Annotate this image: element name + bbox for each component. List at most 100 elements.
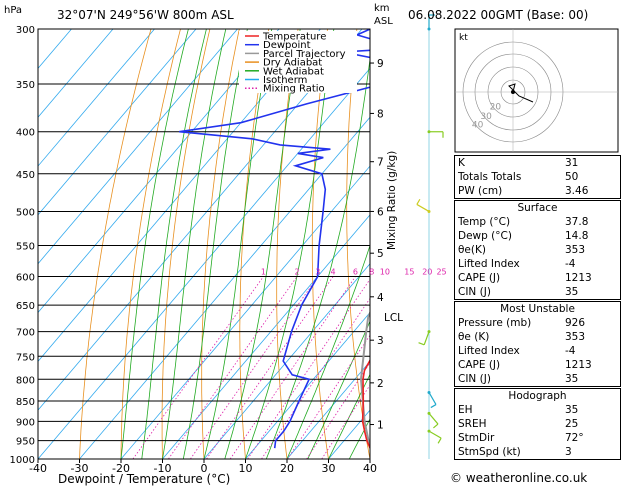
unstable-value: 353 — [565, 331, 586, 343]
unstable-label: Lifted Index — [458, 345, 520, 357]
x-tick-label: 40 — [363, 462, 377, 475]
pressure-tick-label: 700 — [16, 328, 35, 339]
wet-adiabat-line — [120, 29, 189, 459]
stability-table: K 31 Totals Totals 50 PW (cm) 3.46 — [454, 155, 621, 199]
copyright: © weatheronline.co.uk — [450, 471, 588, 485]
km-tick-label: 5 — [377, 248, 384, 260]
hodo-row: SREH 25 — [455, 417, 621, 431]
hodo-value: 25 — [565, 418, 579, 430]
temperature-line — [361, 358, 370, 449]
unstable-label: Pressure (mb) — [458, 317, 532, 329]
pressure-tick-label: 900 — [16, 417, 35, 428]
pressure-tick-label: 600 — [16, 273, 35, 284]
dewpoint-line — [179, 29, 370, 449]
pressure-tick-label: 450 — [16, 170, 35, 181]
surface-row: CIN (J) 35 — [455, 285, 621, 300]
pressure-tick-label: 950 — [16, 437, 35, 448]
pressure-tick-label: 300 — [16, 25, 35, 36]
isotherm-line — [38, 29, 363, 411]
isotherm-line — [38, 29, 238, 265]
wind-barb-dot — [427, 130, 431, 134]
hodograph-ring-label: 20 — [490, 103, 502, 113]
most-unstable-table: Most Unstable Pressure (mb) 926 θe (K) 353 L… — [454, 301, 621, 387]
km-tick-label: 3 — [377, 335, 384, 347]
surface-value: 35 — [565, 286, 579, 298]
hodo-label: StmSpd (kt) — [458, 446, 521, 458]
surface-row: θe(K) 353 — [455, 243, 621, 257]
mixing-ratio-label: 25 — [436, 268, 446, 277]
index-label: Totals Totals — [458, 171, 522, 183]
dry-adiabat-line — [79, 29, 152, 459]
km-tick-label: 7 — [377, 157, 384, 169]
legend-label: Mixing Ratio — [263, 84, 325, 95]
mixing-ratio-label: 20 — [422, 268, 432, 277]
wind-barb-dot — [427, 429, 431, 433]
hodograph-frame — [454, 28, 619, 153]
mixing-ratio-label: 3 — [315, 268, 320, 277]
unstable-row: Lifted Index -4 — [455, 344, 621, 358]
pressure-tick-label: 500 — [16, 207, 35, 218]
index-row: PW (cm) 3.46 — [455, 184, 621, 199]
x-tick-label: 20 — [280, 462, 294, 475]
index-row: K 31 — [455, 156, 621, 171]
mixing-ratio-line — [247, 278, 370, 459]
unstable-label: CAPE (J) — [458, 359, 501, 371]
isotherm-line — [120, 165, 370, 459]
surface-label: CAPE (J) — [458, 272, 501, 284]
parcel-trajectory-line — [359, 310, 370, 449]
isotherm-line — [38, 29, 114, 118]
unstable-value: 1213 — [565, 359, 592, 371]
wet-adiabat-line — [307, 320, 370, 459]
dry-adiabat-line — [346, 29, 370, 459]
surface-label: Temp (°C) — [458, 216, 511, 228]
wind-barb-dot — [427, 390, 431, 394]
mixing-ratio-line — [321, 384, 370, 459]
wind-barb-staff — [423, 331, 430, 345]
surface-label: θe(K) — [458, 244, 486, 256]
km-tick-label: 6 — [377, 206, 384, 218]
surface-row: Dewp (°C) 14.8 — [455, 229, 621, 243]
index-value: 50 — [565, 171, 579, 183]
wind-barb-dot — [427, 330, 431, 334]
datetime-title: 06.08.2022 00GMT (Base: 00) — [408, 8, 589, 22]
most-unstable-title: Most Unstable — [500, 303, 575, 315]
unstable-label: θe (K) — [458, 331, 490, 343]
surface-row: Temp (°C) 37.8 — [455, 215, 621, 229]
unstable-value: -4 — [565, 345, 576, 357]
isotherm-line — [38, 29, 197, 216]
surface-label: Lifted Index — [458, 258, 520, 270]
surface-value: -4 — [565, 258, 576, 270]
mixing-ratio-axis-label: Mixing Ratio (g/kg) — [386, 150, 398, 250]
mixing-ratio-line — [206, 276, 334, 459]
wind-barb-staff — [428, 412, 439, 425]
wind-barb-flag — [416, 198, 421, 205]
pressure-tick-label: 750 — [16, 352, 35, 363]
legend-label: Dewpoint — [263, 40, 311, 51]
hodograph-ring-label: 40 — [472, 120, 484, 130]
hodo-row: EH 35 — [455, 403, 621, 417]
pressure-unit-label: hPa — [4, 5, 23, 16]
hodograph-table: Hodograph EH 35 SREH 25 StmDir 72° StmSpd (kt)… — [454, 388, 621, 460]
x-tick-label: -30 — [71, 462, 89, 475]
mixing-ratio-label: 1 — [261, 268, 266, 277]
hodograph-origin — [511, 90, 515, 94]
wet-adiabat-line — [141, 29, 207, 459]
mixing-ratio-line — [287, 334, 370, 459]
mixing-ratio-line — [229, 276, 356, 459]
surface-value: 1213 — [565, 272, 592, 284]
lcl-label: LCL — [384, 312, 403, 324]
index-panel: K 31 Totals Totals 50 PW (cm) 3.46 Surface Te… — [454, 155, 621, 461]
hodo-label: StmDir — [458, 432, 495, 444]
surface-value: 37.8 — [565, 216, 589, 228]
hodograph-ring-label: 30 — [480, 112, 492, 122]
hodo-row: StmDir 72° — [455, 431, 621, 445]
wet-adiabat-line — [203, 29, 273, 459]
surface-row: CAPE (J) 1213 — [455, 271, 621, 285]
plot-area — [38, 29, 370, 459]
index-label: K — [458, 157, 465, 169]
wind-barb-flag — [418, 342, 425, 346]
isotherm-line — [38, 67, 370, 459]
mixing-ratio-label: 8 — [369, 268, 374, 277]
isotherm-line — [245, 311, 370, 459]
